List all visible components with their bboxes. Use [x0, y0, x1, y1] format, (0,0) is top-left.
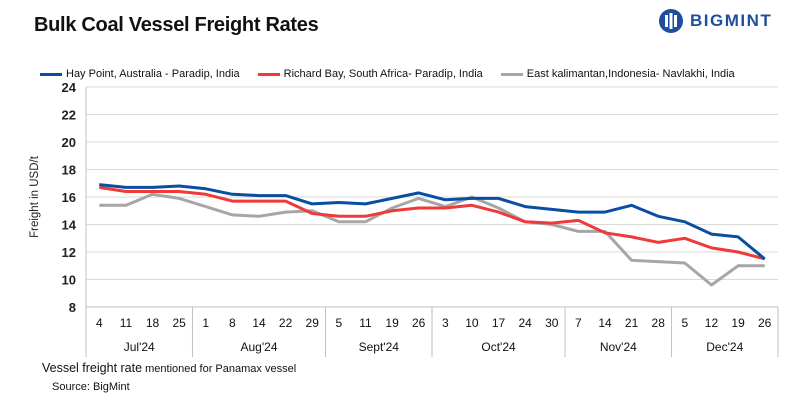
x-tick-label: 11	[120, 316, 133, 330]
x-tick-label: 8	[229, 316, 236, 330]
legend: Hay Point, Australia - Paradip, India Ric…	[40, 68, 735, 80]
month-label: Nov'24	[600, 340, 637, 354]
footnote: Vessel freight rate mentioned for Panama…	[42, 361, 296, 375]
x-tick-label: 26	[412, 316, 426, 330]
legend-label: East kalimantan,Indonesia- Navlakhi, Ind…	[526, 68, 735, 80]
x-tick-label: 30	[545, 316, 559, 330]
series-line	[99, 183, 766, 261]
month-label: Sept'24	[359, 340, 400, 354]
y-axis-label: Freight in USD/t	[29, 155, 41, 238]
x-tick-label: 5	[336, 316, 343, 330]
bigmint-logo: BIGMINT	[658, 8, 772, 34]
legend-swatch	[257, 72, 280, 76]
x-tick-label: 12	[705, 316, 719, 330]
x-tick-label: 29	[306, 316, 320, 330]
x-tick-label: 19	[385, 316, 399, 330]
logo-text: BIGMINT	[690, 11, 773, 30]
logo-icon	[659, 9, 683, 33]
month-label: Dec'24	[706, 340, 743, 354]
x-tick-label: 4	[96, 316, 103, 330]
x-tick-label: 14	[598, 316, 612, 330]
legend-swatch	[500, 72, 523, 76]
x-tick-label: 26	[758, 316, 772, 330]
y-tick-label: 10	[62, 273, 76, 288]
x-tick-label: 11	[359, 316, 372, 330]
series-line	[99, 185, 766, 261]
x-tick-label: 1	[202, 316, 209, 330]
y-tick-label: 8	[69, 300, 76, 315]
y-tick-label: 22	[62, 108, 76, 123]
x-tick-label: 22	[279, 316, 293, 330]
y-tick-label: 16	[62, 190, 76, 205]
month-label: Aug'24	[241, 340, 278, 354]
legend-item: Richard Bay, South Africa- Paradip, Indi…	[257, 68, 483, 80]
y-tick-label: 18	[62, 163, 76, 178]
x-tick-label: 18	[146, 316, 160, 330]
source-note: Source: BigMint	[52, 381, 130, 393]
legend-label: Hay Point, Australia - Paradip, India	[66, 68, 240, 80]
footnote-detail: mentioned for Panamax vessel	[142, 363, 297, 375]
series-line	[99, 192, 765, 287]
y-tick-label: 20	[62, 135, 76, 150]
x-tick-label: 5	[682, 316, 689, 330]
x-tick-label: 19	[731, 316, 745, 330]
month-label: Oct'24	[481, 340, 516, 354]
x-tick-label: 10	[465, 316, 479, 330]
y-tick-label: 12	[62, 245, 76, 260]
legend-label: Richard Bay, South Africa- Paradip, Indi…	[283, 68, 483, 80]
chart-title: Bulk Coal Vessel Freight Rates	[34, 14, 319, 36]
x-tick-label: 24	[518, 316, 532, 330]
x-tick-label: 7	[575, 316, 582, 330]
x-tick-label: 17	[492, 316, 506, 330]
legend-item: Hay Point, Australia - Paradip, India	[40, 68, 240, 80]
y-tick-label: 24	[62, 80, 77, 95]
x-tick-label: 21	[625, 316, 639, 330]
footnote-main: Vessel freight rate	[42, 361, 143, 375]
legend-item: East kalimantan,Indonesia- Navlakhi, Ind…	[500, 68, 735, 80]
x-tick-label: 28	[652, 316, 666, 330]
y-tick-label: 14	[62, 218, 77, 233]
legend-swatch	[40, 72, 62, 76]
x-tick-label: 14	[252, 316, 266, 330]
x-tick-label: 25	[172, 316, 186, 330]
month-label: Jul'24	[124, 340, 155, 354]
x-tick-label: 3	[442, 316, 449, 330]
